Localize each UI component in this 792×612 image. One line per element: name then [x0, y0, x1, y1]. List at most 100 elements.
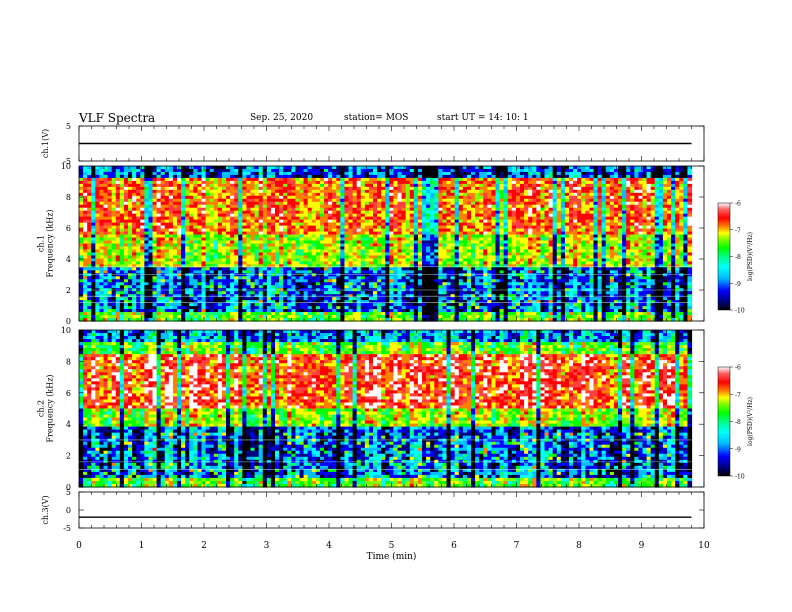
spectrogram-cell [601, 207, 607, 212]
spectrogram-cell [503, 255, 509, 259]
spectrogram-cell [136, 228, 141, 233]
spectrogram-cell [438, 171, 444, 176]
spectrogram-cell [352, 183, 358, 188]
spectrogram-cell [569, 231, 574, 236]
spectrogram-cell [638, 180, 644, 185]
spectrogram-cell [405, 195, 411, 200]
spectrogram-cell [234, 264, 239, 268]
spectrogram-cell [291, 222, 297, 227]
spectrogram-cell [111, 168, 117, 173]
spectrogram-cell [119, 168, 125, 173]
spectrogram-cell [466, 228, 472, 233]
spectrogram-cell [589, 180, 595, 185]
spectrogram-cell [507, 255, 513, 259]
spectrogram-cell [283, 171, 288, 176]
spectrogram-cell [409, 237, 415, 242]
spectrogram-cell [226, 180, 231, 185]
spectrogram-cell [172, 243, 178, 248]
spectrogram-cell [483, 213, 488, 218]
spectrogram-cell [352, 207, 358, 212]
spectrogram-cell [348, 228, 354, 233]
spectrogram-cell [536, 177, 542, 182]
spectrogram-cell [503, 219, 509, 224]
spectrogram-cell [234, 216, 239, 221]
spectrogram-cell [111, 204, 117, 209]
spectrogram-cell [344, 240, 350, 245]
spectrogram-cell [507, 252, 513, 257]
spectrogram-cell [622, 255, 627, 259]
spectrogram-cell [548, 243, 554, 248]
spectrogram-cell [213, 231, 219, 236]
spectrogram-cell [168, 228, 174, 233]
spectrogram-cell [622, 177, 627, 182]
spectrogram-cell [528, 240, 533, 245]
spectrogram-cell [671, 246, 676, 251]
spectrogram-cell [266, 198, 272, 203]
spectrogram-cell [87, 234, 92, 239]
spectrogram-cell [315, 234, 321, 239]
spectrogram-cell [266, 219, 272, 224]
spectrogram-cell [397, 204, 403, 209]
spectrogram-cell [430, 216, 435, 221]
spectrogram-cell [662, 201, 668, 206]
spectrogram-cell [254, 171, 260, 176]
spectrogram-cell [622, 210, 627, 215]
spectrogram-cell [356, 207, 362, 212]
spectrogram-cell [442, 258, 448, 262]
spectrogram-cell [458, 216, 464, 221]
spectrogram-cell [417, 246, 423, 251]
spectrogram-cell [266, 252, 272, 257]
spectrogram-cell [254, 222, 260, 227]
spectrogram-cell [205, 249, 211, 254]
spectrogram-cell [417, 219, 423, 224]
spectrogram-cell [291, 258, 297, 262]
spectrogram-cell [675, 243, 680, 248]
spectrogram-cell [107, 210, 113, 215]
spectrogram-cell [373, 210, 378, 215]
spectrogram-cell [507, 249, 513, 254]
spectrogram-cell [401, 243, 407, 248]
spectrogram-cell [417, 183, 423, 188]
spectrogram-cell [626, 219, 631, 224]
spectrogram-cell [128, 204, 133, 209]
spectrogram-cell [605, 201, 611, 206]
spectrogram-cell [560, 237, 566, 242]
spectrogram-cell [181, 234, 186, 239]
spectrogram-cell [230, 207, 235, 212]
spectrogram-cell [315, 228, 321, 233]
spectrogram-cell [324, 174, 329, 179]
spectrogram-cell [679, 177, 684, 182]
spectrogram-cell [422, 240, 427, 245]
spectrogram-cell [279, 171, 284, 176]
spectrogram-cell [168, 174, 174, 179]
spectrogram-cell [132, 258, 137, 262]
spectrogram-cell [515, 219, 521, 224]
spectrogram-cell [119, 210, 125, 215]
spectrogram-cell [217, 252, 223, 257]
spectrogram-cell [103, 219, 109, 224]
spectrogram-cell [618, 171, 623, 176]
spectrogram-cell [262, 240, 268, 245]
spectrogram-cell [434, 246, 439, 251]
spectrogram-cell [544, 192, 550, 197]
spectrogram-cell [381, 228, 386, 233]
spectrogram-cell [495, 240, 501, 245]
spectrogram-cell [238, 234, 243, 239]
spectrogram-cell [671, 198, 676, 203]
spectrogram-cell [667, 183, 672, 188]
spectrogram-cell [581, 201, 586, 206]
spectrogram-cell [413, 201, 419, 206]
spectrogram-cell [197, 225, 203, 230]
spectrogram-cell [115, 246, 121, 251]
spectrogram-cell [128, 225, 133, 230]
spectrogram-cell [503, 216, 509, 221]
spectrogram-cell [405, 252, 411, 257]
spectrogram-cell [528, 252, 533, 257]
spectrogram-cell [168, 198, 174, 203]
spectrogram-cell [160, 258, 166, 262]
spectrogram-cell [560, 228, 566, 233]
spectrogram-cell [667, 240, 672, 245]
spectrogram-cell [552, 222, 558, 227]
spectrogram-cell [262, 231, 268, 236]
spectrogram-cell [389, 213, 395, 218]
